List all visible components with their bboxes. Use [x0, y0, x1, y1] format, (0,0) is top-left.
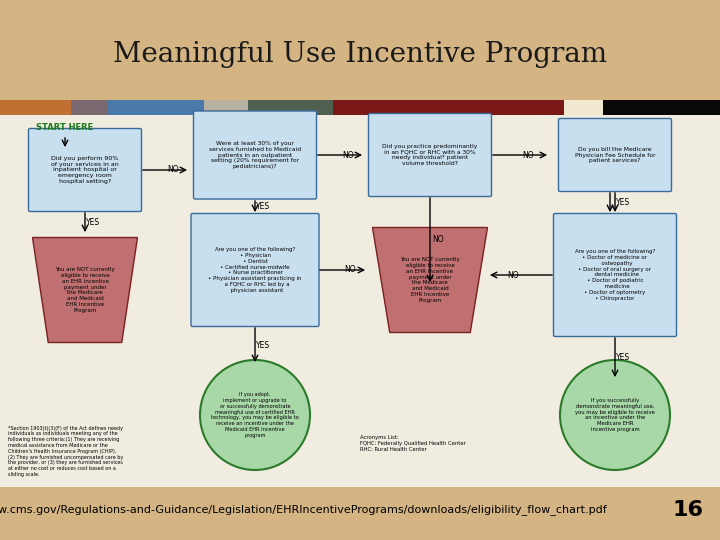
- Text: NO: NO: [345, 266, 356, 274]
- Text: *Section 1903(t)(3)(F) of the Act defines needy
individuals as individuals meeti: *Section 1903(t)(3)(F) of the Act define…: [8, 426, 123, 477]
- Circle shape: [200, 360, 310, 470]
- Bar: [603, 100, 720, 115]
- Text: https://www.cms.gov/Regulations-and-Guidance/Legislation/EHRIncentivePrograms/do: https://www.cms.gov/Regulations-and-Guid…: [0, 504, 607, 516]
- Text: You are NOT currently
eligible to receive
an EHR Incentive
payment under
the Med: You are NOT currently eligible to receiv…: [55, 267, 115, 313]
- Bar: [0, 100, 71, 115]
- Text: Did you perform 90%
of your services in an
inpatient hospital or
emergency room
: Did you perform 90% of your services in …: [51, 156, 119, 184]
- Text: YES: YES: [616, 198, 630, 207]
- Text: Were at least 30% of your
services furnished to Medicaid
patients in an outpatie: Were at least 30% of your services furni…: [209, 141, 301, 169]
- Bar: [107, 100, 204, 115]
- Text: Do you bill the Medicare
Physician Fee Schedule for
patient services?: Do you bill the Medicare Physician Fee S…: [575, 147, 655, 163]
- Text: Did you practice predominantly
in an FQHC or RHC with a 30%
needy individual* pa: Did you practice predominantly in an FQH…: [382, 144, 477, 166]
- Circle shape: [560, 360, 670, 470]
- Bar: [71, 100, 107, 115]
- Bar: [204, 100, 248, 115]
- FancyBboxPatch shape: [29, 129, 142, 212]
- Text: If you successfully
demonstrate meaningful use,
you may be eligible to receive
a: If you successfully demonstrate meaningf…: [575, 398, 655, 432]
- Text: If you adopt,
implement or upgrade to
or successfully demonstrate
meaningful use: If you adopt, implement or upgrade to or…: [211, 392, 299, 438]
- Text: Acronyms List:
FQHC: Federally Qualified Health Center
RHC: Rural Health Center: Acronyms List: FQHC: Federally Qualified…: [360, 435, 466, 452]
- Bar: [333, 100, 564, 115]
- Bar: [0, 115, 720, 487]
- Text: NO: NO: [342, 151, 354, 159]
- Text: NO: NO: [507, 271, 519, 280]
- Text: Are you one of the following?
• Physician
• Dentist
• Certified nurse-midwife
• : Are you one of the following? • Physicia…: [208, 247, 302, 293]
- FancyBboxPatch shape: [194, 111, 317, 199]
- Text: NO: NO: [167, 165, 179, 174]
- Text: YES: YES: [256, 341, 270, 349]
- Text: You are NOT currently
eligible to receive
an EHR Incentive
payment under
the Med: You are NOT currently eligible to receiv…: [400, 257, 460, 303]
- Text: Are you one of the following?
• Doctor of medicine or
  osteopathy
• Doctor of o: Are you one of the following? • Doctor o…: [575, 249, 655, 301]
- FancyBboxPatch shape: [191, 213, 319, 327]
- Text: 16: 16: [672, 500, 703, 520]
- FancyBboxPatch shape: [559, 118, 672, 192]
- Text: YES: YES: [256, 202, 270, 211]
- Text: NO: NO: [522, 151, 534, 159]
- Polygon shape: [32, 238, 138, 342]
- Text: Meaningful Use Incentive Program: Meaningful Use Incentive Program: [113, 42, 607, 69]
- Text: NO: NO: [432, 235, 444, 245]
- Text: YES: YES: [616, 353, 630, 362]
- Bar: [248, 100, 333, 115]
- FancyBboxPatch shape: [554, 213, 677, 336]
- Text: START HERE: START HERE: [37, 123, 94, 132]
- Polygon shape: [372, 227, 487, 333]
- Text: YES: YES: [86, 218, 100, 227]
- FancyBboxPatch shape: [369, 113, 492, 197]
- Bar: [564, 100, 603, 115]
